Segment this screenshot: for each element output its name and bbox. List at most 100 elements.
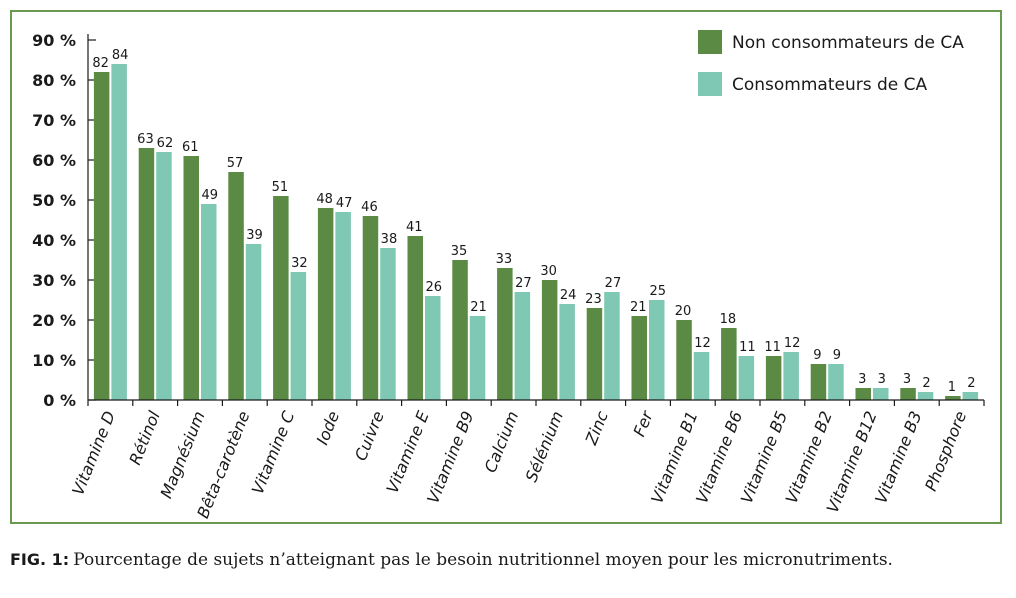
category-label: Vitamine B1 <box>647 408 701 506</box>
y-tick-label: 90 % <box>32 31 76 50</box>
bar <box>917 392 934 400</box>
bar <box>693 352 710 400</box>
data-label: 27 <box>515 276 532 291</box>
data-label: 20 <box>675 304 692 319</box>
figure-frame <box>10 10 1002 524</box>
category-label: Magnésium <box>157 408 209 501</box>
bar <box>111 64 127 400</box>
category-label: Phosphore <box>921 408 970 494</box>
data-label: 39 <box>246 228 263 243</box>
data-label: 2 <box>922 376 930 391</box>
data-label: 38 <box>381 232 398 247</box>
category-label: Vitamine B3 <box>871 408 925 506</box>
bar <box>765 356 782 400</box>
data-label: 24 <box>560 288 577 303</box>
data-label: 12 <box>784 336 801 351</box>
data-label: 25 <box>649 284 666 299</box>
data-label: 3 <box>878 372 886 387</box>
legend-label: Non consommateurs de CA <box>732 33 964 53</box>
data-label: 9 <box>813 348 821 363</box>
data-label: 48 <box>316 192 333 207</box>
bar <box>721 328 737 400</box>
bar <box>452 260 468 400</box>
data-label: 1 <box>948 380 956 395</box>
data-label: 46 <box>361 200 378 215</box>
bar <box>945 396 961 400</box>
bar <box>407 236 423 400</box>
data-label: 63 <box>137 132 154 147</box>
data-label: 27 <box>605 276 622 291</box>
caption-label: FIG. 1: <box>10 550 70 569</box>
y-tick-label: 30 % <box>32 271 76 290</box>
data-label: 30 <box>540 264 557 279</box>
category-label: Rétinol <box>125 408 164 468</box>
bar <box>514 292 531 400</box>
y-tick-label: 10 % <box>32 351 76 370</box>
bar <box>900 388 916 400</box>
data-label: 18 <box>720 312 737 327</box>
y-axis: 0 % 10 % 20 % 30 % 40 % 50 % 60 % 70 % 80 % 90 % <box>32 31 96 410</box>
data-label: 9 <box>833 348 841 363</box>
data-label: 82 <box>92 56 109 71</box>
legend-swatch <box>698 72 722 96</box>
data-label: 84 <box>112 48 129 63</box>
bar <box>317 208 334 400</box>
y-tick-label: 70 % <box>32 111 76 130</box>
category-label: Iode <box>313 408 344 447</box>
data-label: 26 <box>425 280 442 295</box>
y-tick-label: 0 % <box>43 391 76 410</box>
category-label: Vitamine B9 <box>423 408 477 506</box>
data-label: 33 <box>496 252 513 267</box>
data-label: 2 <box>967 376 975 391</box>
data-label: 11 <box>764 340 781 355</box>
data-label: 12 <box>694 336 711 351</box>
y-tick-label: 20 % <box>32 311 76 330</box>
bar <box>228 172 244 400</box>
category-label: Cuivre <box>351 408 388 463</box>
bar <box>156 152 172 400</box>
bar <box>245 244 262 400</box>
data-label: 3 <box>903 372 911 387</box>
bar <box>290 272 307 400</box>
bar <box>335 212 351 400</box>
legend-swatch <box>698 30 722 54</box>
y-tick-label: 50 % <box>32 191 76 210</box>
bar <box>631 316 647 400</box>
bar <box>586 308 603 400</box>
caption-text: Pourcentage de sujets n’atteignant pas l… <box>73 550 893 570</box>
data-label: 23 <box>585 292 602 307</box>
bar <box>738 356 755 400</box>
figure-caption: FIG. 1: Pourcentage de sujets n’atteignan… <box>10 550 1006 570</box>
bar <box>497 268 513 400</box>
category-label: Sélénium <box>522 408 568 484</box>
category-label: Fer <box>629 407 657 439</box>
bar <box>362 216 379 400</box>
bar <box>201 204 217 400</box>
bar <box>183 156 199 400</box>
category-label: Zinc <box>581 408 612 448</box>
data-label: 11 <box>739 340 756 355</box>
bar <box>380 248 396 400</box>
category-label: Calcium <box>481 408 523 475</box>
bar <box>93 72 110 400</box>
bar <box>559 304 575 400</box>
bar <box>541 280 558 400</box>
bar <box>783 352 799 400</box>
bar <box>828 364 844 400</box>
category-label: Vitamine B6 <box>692 408 746 506</box>
bar <box>676 320 692 400</box>
bar <box>649 300 665 400</box>
data-label: 32 <box>291 256 308 271</box>
category-label: Vitamine C <box>248 408 299 497</box>
bar <box>810 364 827 400</box>
category-label: Vitamine D <box>68 408 119 498</box>
data-label: 51 <box>272 180 289 195</box>
category-label: Vitamine E <box>383 408 433 496</box>
data-label: 3 <box>858 372 866 387</box>
data-label: 21 <box>470 300 487 315</box>
data-label: 41 <box>406 220 423 235</box>
data-label: 62 <box>157 136 174 151</box>
category-label: Vitamine B5 <box>737 408 791 506</box>
y-tick-label: 60 % <box>32 151 76 170</box>
